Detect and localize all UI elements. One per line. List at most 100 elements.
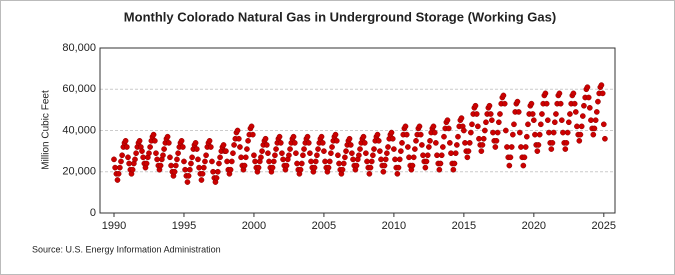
y-tick-label: 0 bbox=[90, 207, 96, 219]
data-point bbox=[440, 144, 446, 150]
data-point bbox=[114, 177, 121, 183]
data-point bbox=[153, 150, 159, 157]
data-point bbox=[380, 168, 387, 175]
data-point bbox=[441, 133, 447, 140]
data-point bbox=[396, 156, 403, 163]
data-point bbox=[146, 150, 152, 157]
data-point bbox=[364, 158, 370, 165]
data-point bbox=[394, 170, 401, 177]
x-tick-label: 2015 bbox=[452, 220, 476, 232]
data-point bbox=[230, 150, 236, 157]
data-point bbox=[346, 135, 353, 142]
data-point bbox=[375, 137, 382, 144]
data-point bbox=[350, 156, 356, 163]
data-point bbox=[332, 131, 339, 138]
data-point bbox=[598, 82, 605, 88]
data-point bbox=[140, 154, 146, 161]
data-point bbox=[420, 152, 426, 159]
data-point bbox=[558, 117, 565, 124]
data-point bbox=[465, 148, 472, 154]
data-point bbox=[117, 164, 123, 171]
data-point bbox=[546, 129, 552, 136]
data-point bbox=[588, 117, 594, 124]
data-point bbox=[171, 168, 178, 175]
data-point bbox=[422, 164, 429, 171]
data-point bbox=[258, 154, 264, 161]
data-point bbox=[542, 90, 549, 97]
data-point bbox=[585, 94, 592, 101]
data-point bbox=[486, 102, 493, 109]
data-point bbox=[560, 129, 566, 136]
data-point bbox=[501, 100, 508, 107]
x-tick-label: 2005 bbox=[312, 220, 336, 232]
data-point bbox=[371, 146, 377, 152]
x-tick-label: 1990 bbox=[102, 220, 126, 232]
y-axis-label: Million Cubic Feet bbox=[41, 90, 52, 170]
data-point bbox=[551, 119, 558, 126]
data-point bbox=[487, 111, 494, 117]
data-point bbox=[184, 179, 191, 185]
x-tick-label: 1995 bbox=[172, 220, 196, 232]
data-point bbox=[361, 140, 368, 146]
data-point bbox=[483, 119, 489, 126]
data-point bbox=[381, 162, 388, 169]
data-point bbox=[462, 140, 468, 146]
data-point bbox=[431, 129, 438, 136]
data-point bbox=[336, 160, 342, 167]
data-point bbox=[557, 100, 564, 107]
data-point bbox=[553, 111, 559, 117]
data-point bbox=[413, 137, 419, 144]
data-point bbox=[476, 135, 482, 142]
data-point bbox=[419, 142, 425, 148]
data-point bbox=[591, 125, 598, 132]
data-point bbox=[602, 135, 608, 142]
data-point bbox=[445, 125, 452, 132]
data-point bbox=[584, 84, 591, 91]
data-point bbox=[242, 154, 249, 161]
data-point bbox=[528, 100, 535, 107]
data-point bbox=[570, 90, 577, 97]
data-point bbox=[203, 152, 209, 159]
data-point bbox=[342, 154, 348, 161]
data-point bbox=[511, 121, 517, 128]
data-point bbox=[479, 142, 486, 148]
y-tick-label: 60,000 bbox=[62, 83, 96, 95]
data-point bbox=[392, 156, 398, 163]
data-point bbox=[426, 144, 432, 150]
data-point bbox=[202, 158, 208, 165]
data-point bbox=[228, 158, 235, 165]
data-point bbox=[500, 92, 507, 99]
data-point bbox=[167, 154, 173, 161]
data-point bbox=[265, 150, 271, 157]
data-point bbox=[452, 150, 459, 157]
x-tick-label: 2025 bbox=[592, 220, 616, 232]
data-point bbox=[270, 158, 277, 165]
data-point bbox=[516, 129, 523, 136]
data-point bbox=[136, 137, 143, 144]
data-point bbox=[315, 146, 321, 152]
data-point bbox=[129, 166, 136, 173]
data-point bbox=[286, 152, 292, 159]
data-point bbox=[593, 109, 600, 115]
data-point bbox=[357, 146, 363, 152]
data-point bbox=[572, 109, 579, 115]
data-point bbox=[398, 148, 404, 154]
chart-title: Monthly Colorado Natural Gas in Undergro… bbox=[124, 9, 556, 24]
data-point bbox=[181, 158, 187, 165]
data-point bbox=[550, 129, 557, 136]
data-point bbox=[448, 150, 454, 157]
data-point bbox=[263, 142, 270, 148]
data-point bbox=[122, 137, 129, 144]
data-point bbox=[139, 148, 145, 154]
data-point bbox=[522, 144, 529, 150]
data-point bbox=[571, 100, 578, 107]
data-point bbox=[509, 131, 516, 138]
data-point bbox=[118, 158, 124, 165]
data-point bbox=[488, 117, 495, 124]
data-point bbox=[217, 154, 223, 161]
x-tick-label: 2020 bbox=[522, 220, 546, 232]
data-point bbox=[198, 177, 205, 183]
y-tick-label: 20,000 bbox=[62, 166, 96, 178]
data-point bbox=[301, 146, 307, 152]
data-point bbox=[466, 140, 473, 146]
